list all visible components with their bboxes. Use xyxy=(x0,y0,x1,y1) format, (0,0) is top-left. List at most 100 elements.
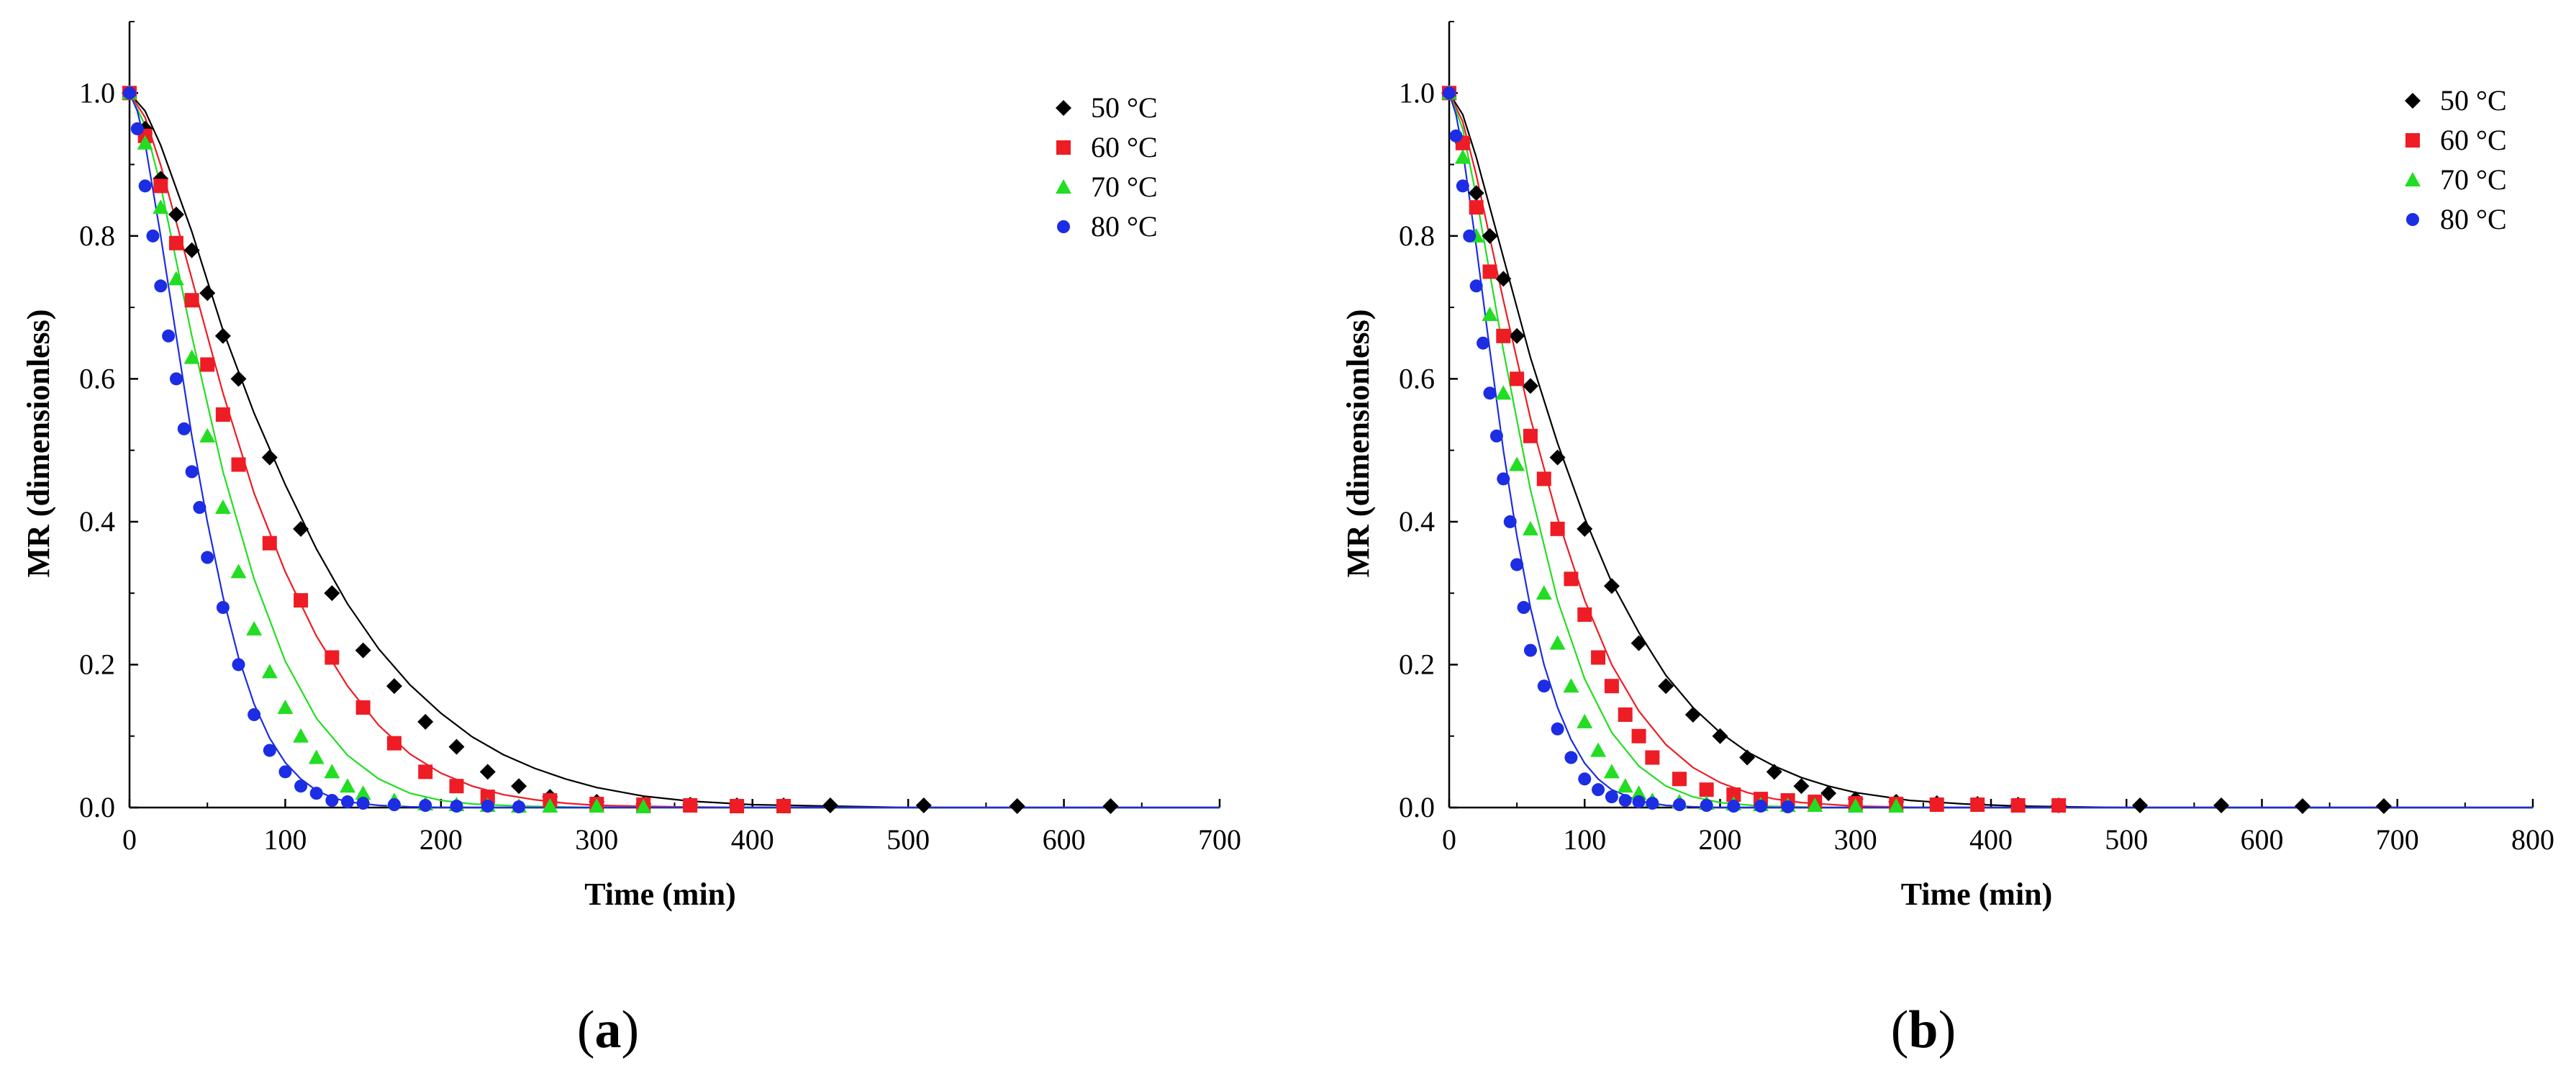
data-point-80 xyxy=(185,465,199,479)
data-point-80 xyxy=(278,765,292,779)
data-point-60 xyxy=(1482,264,1497,279)
legend-label-80: 80 °C xyxy=(1091,210,1158,243)
data-point-60 xyxy=(355,700,371,715)
data-point-80 xyxy=(138,179,152,193)
data-point-60 xyxy=(480,790,495,805)
data-point-50 xyxy=(324,585,340,602)
legend-label-50: 50 °C xyxy=(2440,84,2507,117)
y-tick-label: 0.6 xyxy=(79,362,115,394)
panel-caption-part: ) xyxy=(622,1000,640,1059)
data-point-60 xyxy=(294,593,309,608)
data-point-50 xyxy=(2294,798,2310,815)
data-point-60 xyxy=(1970,797,1985,813)
data-point-70 xyxy=(324,764,340,779)
data-point-50 xyxy=(1793,778,1810,795)
data-point-70 xyxy=(635,799,652,814)
data-point-70 xyxy=(277,700,294,715)
data-point-60 xyxy=(1550,521,1565,536)
data-point-60 xyxy=(1577,607,1592,622)
x-tick-label: 600 xyxy=(1043,823,1086,856)
legend-label-50: 50 °C xyxy=(1091,91,1158,124)
panel-caption-part: b xyxy=(1908,1000,1938,1059)
x-tick-label: 300 xyxy=(1834,823,1877,856)
data-point-70 xyxy=(214,499,231,515)
data-point-50 xyxy=(1739,749,1756,766)
legend-marker-60 xyxy=(2405,133,2420,148)
data-point-70 xyxy=(340,778,355,793)
data-point-70 xyxy=(199,428,216,443)
data-point-50 xyxy=(1603,578,1620,594)
data-point-80 xyxy=(1646,797,1659,810)
fit-curve-80 xyxy=(1448,92,2533,809)
data-point-80 xyxy=(419,799,432,813)
data-point-50 xyxy=(1549,449,1566,466)
chart-panel-a: 0.0 0.2 0.4 0.6 0.8 1.0 0 100 200 300 400 500 600 700… xyxy=(21,21,1241,1059)
y-tick-label: 0.2 xyxy=(1399,648,1435,680)
legend-marker-80 xyxy=(1057,220,1070,233)
data-point-60 xyxy=(1523,428,1538,443)
data-point-60 xyxy=(1726,787,1741,803)
data-point-60 xyxy=(1618,707,1633,722)
x-tick-label: 200 xyxy=(419,823,463,856)
legend-marker-80 xyxy=(2406,213,2419,226)
y-axis-title: MR (dimensionless) xyxy=(1341,309,1376,578)
data-point-50 xyxy=(1482,227,1498,244)
data-point-70 xyxy=(1631,785,1647,800)
data-point-50 xyxy=(448,738,465,755)
data-point-60 xyxy=(262,535,277,551)
data-point-80 xyxy=(263,743,276,757)
y-tick-label: 0.6 xyxy=(1399,362,1435,394)
x-tick-label: 200 xyxy=(1699,823,1742,856)
y-tick-label: 0.8 xyxy=(1399,220,1435,252)
data-point-70 xyxy=(1509,456,1525,471)
data-point-80 xyxy=(146,229,160,243)
data-point-60 xyxy=(168,235,183,250)
y-tick-label: 0.8 xyxy=(79,220,115,252)
data-point-60 xyxy=(1604,679,1619,694)
data-point-70 xyxy=(1603,764,1620,779)
panel-caption-part: ) xyxy=(1938,1000,1956,1059)
data-point-50 xyxy=(1684,706,1701,723)
x-tick-label: 300 xyxy=(575,823,618,856)
data-point-80 xyxy=(169,372,183,386)
data-point-80 xyxy=(162,329,176,343)
data-point-70 xyxy=(1563,678,1579,693)
legend-marker-70 xyxy=(1056,179,1071,194)
data-point-60 xyxy=(730,799,745,814)
data-point-80 xyxy=(123,86,136,100)
data-point-60 xyxy=(1564,571,1579,587)
x-tick-label: 700 xyxy=(2376,823,2419,856)
data-point-60 xyxy=(1591,650,1606,665)
data-point-60 xyxy=(1510,371,1525,386)
data-point-80 xyxy=(1781,800,1795,814)
legend-marker-70 xyxy=(2405,172,2421,186)
data-point-80 xyxy=(1578,772,1592,786)
x-tick-label: 500 xyxy=(2105,823,2148,856)
data-point-80 xyxy=(248,707,261,721)
data-point-80 xyxy=(130,122,144,135)
data-point-50 xyxy=(2132,797,2149,814)
data-point-80 xyxy=(450,800,463,813)
data-point-80 xyxy=(1503,515,1517,528)
panel-caption-part: ( xyxy=(577,1000,595,1059)
fit-curve-70 xyxy=(1448,92,2533,809)
data-point-50 xyxy=(1820,785,1837,802)
data-point-70 xyxy=(1888,798,1905,813)
data-point-50 xyxy=(1495,271,1512,287)
x-tick-label: 500 xyxy=(886,823,930,856)
data-point-50 xyxy=(230,371,247,387)
x-axis-title: Time (min) xyxy=(584,877,736,912)
fit-curve-70 xyxy=(129,92,1220,809)
data-point-80 xyxy=(232,658,245,672)
data-point-70 xyxy=(589,798,605,813)
y-tick-label: 0.4 xyxy=(1399,505,1435,538)
fit-curve-50 xyxy=(129,92,1220,809)
fit-curve-50 xyxy=(1448,92,2533,809)
data-point-50 xyxy=(479,764,496,780)
data-point-60 xyxy=(325,650,340,665)
data-point-80 xyxy=(1673,798,1687,812)
data-point-80 xyxy=(512,800,526,814)
data-point-70 xyxy=(1807,797,1823,813)
data-point-50 xyxy=(355,642,371,659)
data-point-50 xyxy=(1102,798,1119,815)
